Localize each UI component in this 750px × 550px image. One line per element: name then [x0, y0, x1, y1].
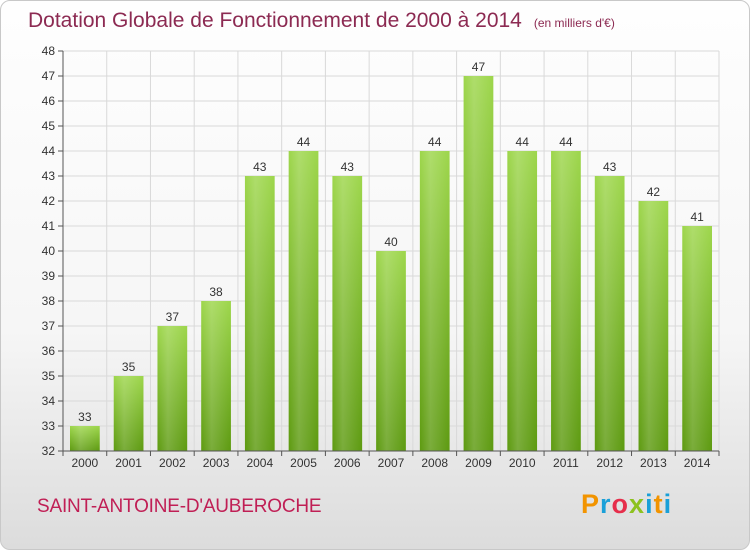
y-tick-label: 34 [42, 394, 56, 408]
value-label: 33 [78, 410, 92, 424]
value-label: 40 [384, 235, 398, 249]
x-tick-label: 2001 [115, 456, 142, 470]
value-label: 41 [690, 210, 704, 224]
y-tick-label: 37 [42, 319, 56, 333]
bar-highlight [507, 151, 538, 451]
bar-highlight [594, 176, 625, 451]
y-tick-label: 46 [42, 94, 56, 108]
bar-highlight [244, 176, 275, 451]
x-tick-label: 2007 [378, 456, 405, 470]
bar-highlight [201, 301, 231, 451]
y-tick-label: 44 [42, 144, 56, 158]
x-tick-label: 2005 [290, 456, 317, 470]
value-label: 47 [472, 60, 486, 74]
bar-highlight [682, 226, 713, 451]
bar-highlight [463, 76, 494, 451]
bar-highlight [376, 251, 406, 451]
y-tick-label: 39 [42, 269, 56, 283]
y-tick-label: 40 [42, 244, 56, 258]
y-tick-label: 38 [42, 294, 56, 308]
value-label: 43 [253, 160, 267, 174]
x-tick-label: 2014 [684, 456, 711, 470]
x-tick-label: 2008 [421, 456, 448, 470]
value-label: 38 [209, 285, 223, 299]
x-tick-label: 2011 [553, 456, 579, 470]
bar-highlight [157, 326, 188, 451]
title-text: Dotation Globale de Fonctionnement de 20… [28, 9, 522, 32]
x-tick-label: 2006 [334, 456, 361, 470]
y-tick-label: 36 [42, 344, 56, 358]
x-tick-label: 2002 [159, 456, 186, 470]
y-tick-label: 48 [42, 44, 56, 58]
x-tick-label: 2009 [465, 456, 492, 470]
logo-letter: o [611, 489, 630, 519]
y-tick-label: 45 [42, 119, 56, 133]
x-tick-label: 2013 [640, 456, 667, 470]
y-tick-label: 35 [42, 369, 56, 383]
logo-letter: x [629, 489, 646, 519]
chart-title: Dotation Globale de Fonctionnement de 20… [28, 9, 615, 33]
x-tick-label: 2003 [203, 456, 230, 470]
bar-highlight [69, 426, 100, 451]
y-tick-label: 43 [42, 169, 56, 183]
bar-highlight [638, 201, 669, 451]
chart-subtitle: (en milliers d'€) [533, 16, 615, 30]
y-tick-label: 47 [42, 69, 56, 83]
y-tick-label: 33 [42, 419, 56, 433]
bar-highlight [288, 151, 319, 451]
value-label: 44 [516, 135, 530, 149]
logo-letter: t [653, 489, 664, 519]
bar-highlight [419, 151, 450, 451]
logo-letter: i [645, 489, 654, 519]
x-tick-label: 2012 [596, 456, 623, 470]
y-tick-label: 32 [42, 444, 56, 458]
y-tick-label: 42 [42, 194, 56, 208]
logo-letter: i [663, 489, 673, 519]
x-tick-label: 2000 [72, 456, 99, 470]
value-label: 42 [647, 185, 661, 199]
value-label: 35 [122, 360, 136, 374]
logo-letter: r [600, 489, 612, 519]
commune-name: SAINT-ANTOINE-D'AUBEROCHE [37, 496, 322, 517]
bar-highlight [332, 176, 363, 451]
bar-highlight [551, 151, 581, 451]
value-label: 37 [166, 310, 180, 324]
axes: 32 33 34 35 36 37 38 39 40 41 42 43 44 45 46 47 48 2000 20… [42, 44, 720, 470]
value-labels: 33 35 37 38 43 44 43 40 44 47 44 44 43 42 41 [78, 60, 704, 424]
value-label: 43 [603, 160, 617, 174]
proxiti-logo: Proxiti [581, 489, 672, 520]
logo-letter: P [581, 489, 601, 519]
x-tick-label: 2010 [509, 456, 536, 470]
value-label: 44 [297, 135, 311, 149]
y-tick-label: 41 [42, 219, 56, 233]
bar-highlight [113, 376, 144, 451]
x-tick-label: 2004 [246, 456, 273, 470]
value-label: 43 [341, 160, 355, 174]
value-label: 44 [559, 135, 573, 149]
bars [69, 76, 713, 451]
value-label: 44 [428, 135, 442, 149]
